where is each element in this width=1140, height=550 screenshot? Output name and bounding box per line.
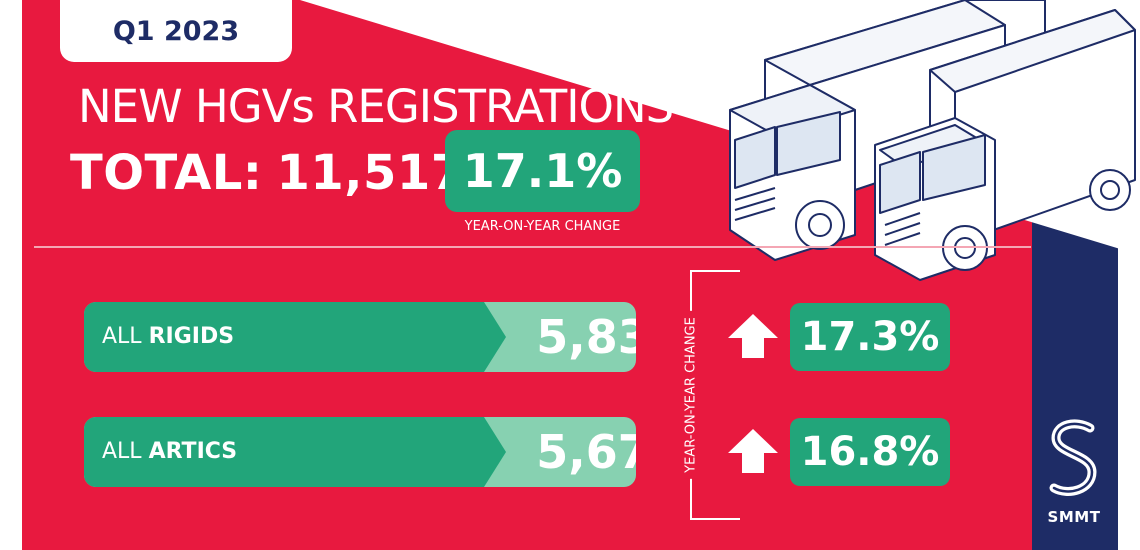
artics-value: 5,679 [536,425,636,479]
artics-change-badge: 16.8% [790,418,950,486]
trucks-illustration [729,0,1136,281]
total-change-caption: YEAR-ON-YEAR CHANGE [464,219,621,234]
period-tab: Q1 2023 [60,0,292,62]
total-line: TOTAL: 11,517 [70,145,465,201]
divider [34,246,1031,248]
rigids-prefix: ALL [102,324,142,349]
total-value: 11,517 [276,145,465,201]
yoy-vertical-label: YEAR-ON-YEAR CHANGE [683,311,699,479]
rigids-value: 5,838 [536,310,636,364]
up-arrow-icon [728,429,778,473]
brand-name: SMMT [1047,508,1101,526]
rigids-change-badge: 17.3% [790,303,950,371]
artics-name: ARTICS [148,439,238,464]
bar-chevron [484,417,506,487]
artics-label: ALL ARTICS [102,439,237,464]
artics-label-section: ALL ARTICS [84,417,484,487]
smmt-logo: SMMT [1040,418,1108,526]
rigids-label-section: ALL RIGIDS [84,302,484,372]
rigids-label: ALL RIGIDS [102,324,234,349]
headline: NEW HGVs REGISTRATIONS [78,80,674,133]
bar-chevron [484,302,506,372]
total-change-value: 17.1% [462,144,623,198]
artics-change: 16.8% [800,429,940,475]
up-arrow-icon [728,314,778,358]
period-label: Q1 2023 [112,15,240,47]
rigids-bar: ALL RIGIDS 5,838 [84,302,636,372]
total-label: TOTAL: [70,145,263,201]
artics-prefix: ALL [102,439,142,464]
smmt-s-logo-icon [1049,419,1097,496]
rigids-change: 17.3% [800,314,940,360]
total-change-badge: 17.1% [445,130,640,212]
artics-bar: ALL ARTICS 5,679 [84,417,636,487]
rigids-name: RIGIDS [148,324,235,349]
